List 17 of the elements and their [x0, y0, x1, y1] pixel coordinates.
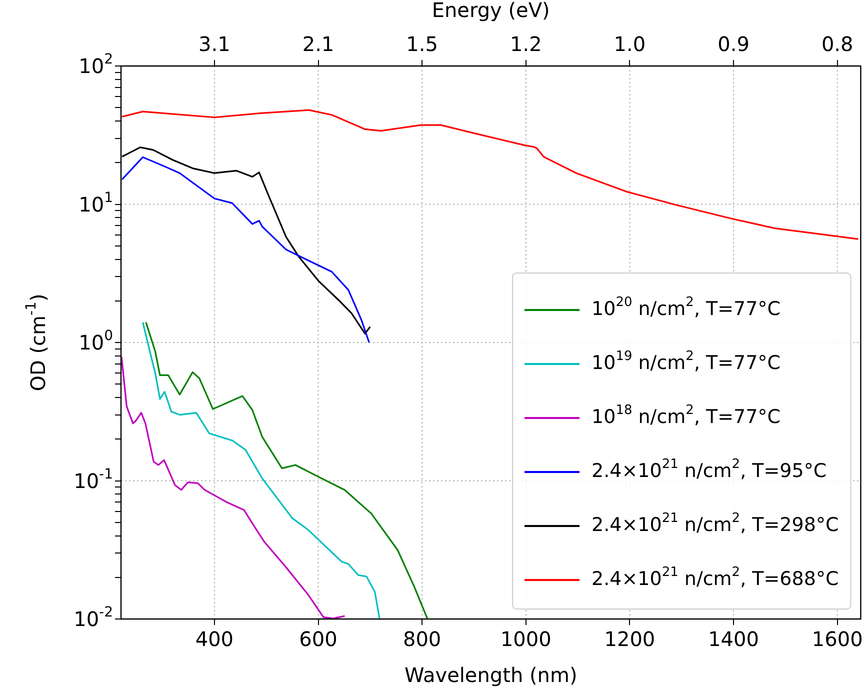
x2-axis-title: Energy (eV) — [432, 0, 550, 22]
text: 1.5 — [406, 32, 438, 56]
text: 3.1 — [198, 32, 230, 56]
x-tick-label: 1200 — [604, 627, 656, 652]
x-tick-label: 800 — [402, 627, 442, 652]
text: 0.8 — [821, 32, 854, 56]
x-tick-label: 400 — [195, 627, 234, 652]
y-axis-title: OD (cm-1) — [24, 294, 50, 392]
text: 0.9 — [718, 32, 750, 56]
x-tick-label: 600 — [299, 627, 338, 652]
x-tick-label: 1600 — [812, 627, 863, 652]
x-axis-title: Wavelength (nm) — [404, 663, 578, 688]
text: 1.2 — [510, 32, 542, 56]
text: 2.1 — [302, 32, 334, 56]
x-tick-label: 1400 — [708, 627, 759, 652]
x-tick-label: 1000 — [500, 627, 552, 652]
text: 1.0 — [614, 32, 646, 56]
